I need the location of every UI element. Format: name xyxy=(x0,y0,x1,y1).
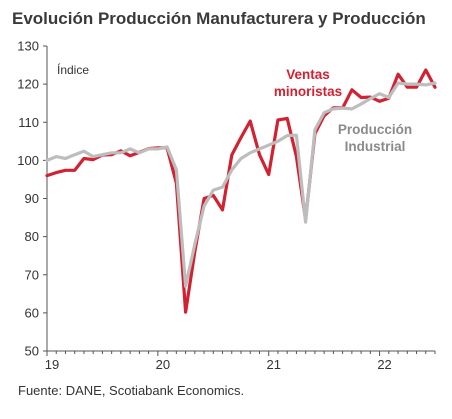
y-axis: 50 60 70 80 90 100 110 120 130 xyxy=(17,39,48,359)
y-axis-label: Índice xyxy=(57,62,89,77)
y-tick-label: 60 xyxy=(25,305,39,320)
chart-title: Evolución Producción Manufacturera y Pro… xyxy=(12,9,426,28)
x-tick-label: 22 xyxy=(377,357,391,372)
annotation-line: Producción xyxy=(338,122,412,137)
annotation-produccion-industrial: Producción Industrial xyxy=(338,122,412,154)
series-line-produccion-industrial xyxy=(45,81,437,288)
x-axis: 19 20 21 22 xyxy=(45,350,436,372)
series-layer xyxy=(45,68,437,314)
series-line-ventas-minoristas xyxy=(45,68,437,314)
y-tick-label: 100 xyxy=(17,153,39,168)
y-tick-label: 110 xyxy=(18,115,39,130)
source-note: Fuente: DANE, Scotiabank Economics. xyxy=(18,383,244,398)
annotation-layer: Ventas minoristas Producción Industrial xyxy=(274,67,412,154)
y-tick-label: 130 xyxy=(17,39,39,54)
x-tick-label: 21 xyxy=(266,357,280,372)
y-tick-label: 70 xyxy=(25,267,39,282)
y-tick-label: 90 xyxy=(25,191,39,206)
y-tick-label: 120 xyxy=(17,77,39,92)
x-tick-label: 20 xyxy=(156,357,170,372)
annotation-line: Industrial xyxy=(345,139,406,154)
annotation-ventas-minoristas: Ventas minoristas xyxy=(274,67,342,99)
annotation-line: Ventas xyxy=(286,67,330,82)
x-tick-label: 19 xyxy=(45,357,59,372)
y-tick-label: 50 xyxy=(25,344,39,359)
y-tick-label: 80 xyxy=(25,229,39,244)
annotation-line: minoristas xyxy=(274,84,342,99)
